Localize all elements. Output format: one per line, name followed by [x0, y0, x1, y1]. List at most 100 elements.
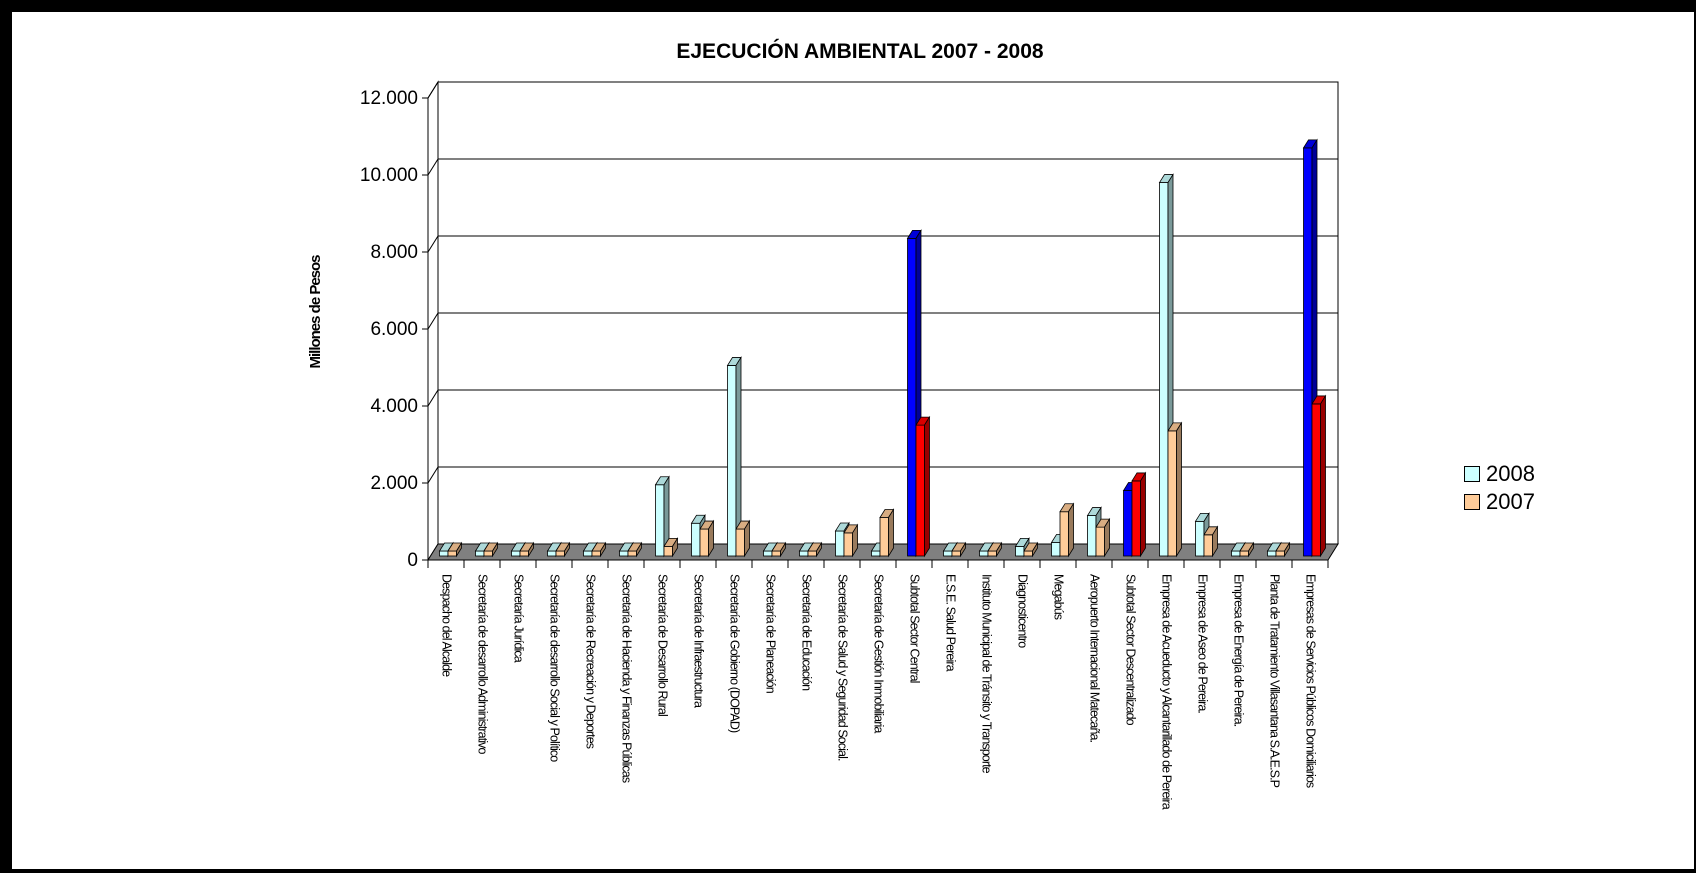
x-tick-label: Despacho del Alcalde	[440, 574, 454, 677]
bar-2007	[1275, 541, 1291, 558]
bars-group	[438, 138, 1327, 558]
gridline-side	[427, 235, 439, 253]
bar-2007	[555, 541, 571, 558]
bar-side	[1176, 421, 1182, 558]
bar-front	[547, 550, 557, 557]
bar-side	[708, 519, 714, 558]
bar-2007	[879, 508, 895, 558]
bar-front	[871, 550, 881, 557]
y-tick-label: 4.000	[370, 396, 418, 417]
bar-front	[1131, 480, 1141, 557]
bar-side	[600, 541, 606, 558]
bar-side	[1104, 517, 1110, 558]
legend-swatch-2008	[1464, 466, 1480, 482]
gridline-side	[427, 312, 439, 330]
bar-front	[1015, 545, 1025, 557]
bar-front	[1059, 511, 1069, 557]
y-axis-label: Millones de Pesos	[307, 255, 324, 369]
bar-front	[907, 237, 917, 557]
bar-front	[763, 550, 773, 557]
bar-front	[475, 550, 485, 557]
legend-label-2008: 2008	[1486, 461, 1535, 486]
bar-front	[987, 550, 997, 557]
bar-side	[744, 519, 750, 558]
bar-front	[1051, 542, 1061, 557]
bar-front	[1195, 520, 1205, 557]
x-axis: Despacho del Alcalde Secretaría de desarr…	[427, 559, 1329, 810]
bar-side	[996, 541, 1002, 558]
bar-front	[1231, 550, 1241, 557]
bar-2007	[987, 541, 1003, 558]
x-tick-label: Secretaría de Infraestructura	[692, 574, 706, 708]
bar-front	[1311, 403, 1321, 557]
y-tick-label: 12.000	[360, 88, 418, 109]
x-tick-label: Secretaría de Planeación	[764, 574, 778, 694]
bar-side	[672, 536, 678, 558]
bar-front	[799, 550, 809, 557]
x-tick-label: Instituto Municipal de Tránsito y Transp…	[980, 574, 994, 774]
bar-side	[456, 541, 462, 558]
bar-2007	[1131, 471, 1147, 558]
gridline-side	[427, 389, 439, 407]
x-tick-label: Secretaría de desarrollo Administrativo	[476, 574, 490, 755]
bar-front	[835, 530, 845, 557]
x-tick-label: Secretaría de Educación	[800, 574, 814, 691]
bar-side	[960, 541, 966, 558]
bar-side	[1140, 471, 1146, 558]
bar-2007	[915, 415, 931, 558]
x-tick-label: Empresa de Energía de Pereira.	[1232, 574, 1246, 727]
bar-2007	[519, 541, 535, 558]
bar-side	[1212, 525, 1218, 558]
bar-front	[1159, 182, 1169, 557]
bar-side	[816, 541, 822, 558]
bar-front	[771, 550, 781, 557]
bar-2007	[447, 541, 463, 558]
bar-2008	[654, 475, 670, 558]
bar-side	[1320, 394, 1326, 558]
bar-front	[1087, 515, 1097, 557]
x-tick-label: Secretaría de Hacienda y Finanzas Públic…	[620, 574, 634, 783]
bar-2007	[483, 541, 499, 558]
gridline-side	[427, 158, 439, 176]
chart-frame: 0 2.000 4.000 6.000 8.000 10.000 12.000 Despac…	[10, 10, 1696, 871]
bar-front	[915, 424, 925, 557]
legend-label-2007: 2007	[1486, 489, 1535, 514]
bar-side	[1284, 541, 1290, 558]
bar-front	[699, 528, 709, 557]
bar-2007	[951, 541, 967, 558]
bar-front	[1303, 147, 1313, 557]
bar-side	[780, 541, 786, 558]
legend-item-2008: 2008	[1464, 460, 1535, 488]
legend-item-2007: 2007	[1464, 488, 1535, 516]
x-tick-label: Secretaría de Desarrollo Rural	[656, 574, 670, 716]
bar-front	[1203, 534, 1213, 557]
bar-front	[879, 517, 889, 557]
bar-front	[807, 550, 817, 557]
bar-front	[1023, 550, 1033, 557]
x-tick-label: Secretaría de desarrollo Social y Políti…	[548, 574, 562, 762]
bar-front	[979, 550, 989, 557]
bar-front	[511, 550, 521, 557]
x-tick-label: Megabús	[1052, 574, 1066, 620]
bar-2007	[627, 541, 643, 558]
bar-front	[483, 550, 493, 557]
y-axis: 0 2.000 4.000 6.000 8.000 10.000 12.000	[360, 88, 429, 571]
bar-front	[943, 550, 953, 557]
x-tick-label: Secretaría Jurídica	[512, 574, 526, 663]
bar-2007	[1203, 525, 1219, 558]
y-tick-label: 10.000	[360, 165, 418, 186]
bar-2007	[1095, 517, 1111, 558]
x-tick-label: Empresa de Acueducto y Alcantarillado de…	[1160, 574, 1174, 810]
bar-2007	[699, 519, 715, 558]
plot-walls	[427, 80, 1339, 562]
bar-side	[1248, 541, 1254, 558]
y-tick-label: 8.000	[370, 242, 418, 263]
x-tick-label: Empresas de Servicios Públicos Domicilia…	[1304, 574, 1318, 788]
x-tick-label: Secretaría de Recreación y Deportes	[584, 574, 598, 749]
bar-front	[583, 550, 593, 557]
y-tick-label: 6.000	[370, 319, 418, 340]
x-tick-label: Secretaría de Gobierno (DOPAD)	[728, 574, 742, 733]
y-tick-label: 0	[407, 550, 418, 571]
bar-front	[439, 550, 449, 557]
bar-front	[1167, 430, 1177, 557]
